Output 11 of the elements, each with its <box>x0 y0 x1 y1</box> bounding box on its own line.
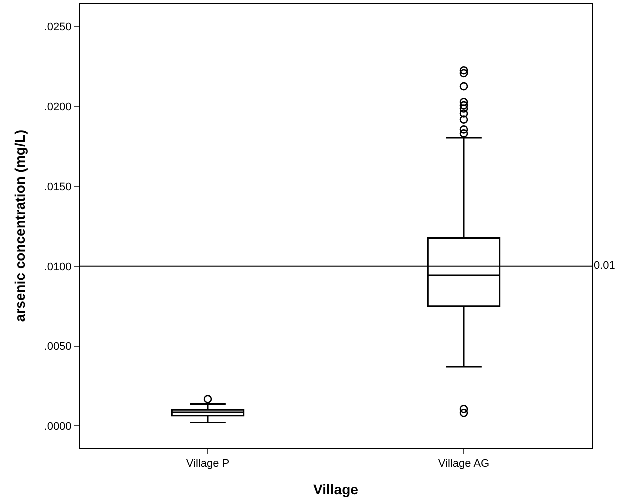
x-axis-title: Village <box>314 482 359 498</box>
y-tick-label: .0250 <box>44 22 72 34</box>
y-tick-label: .0000 <box>44 420 72 433</box>
y-tick-label: .0050 <box>44 341 72 354</box>
y-tick-label: .0200 <box>44 102 72 114</box>
ref-line-label: 0.01 <box>594 260 616 272</box>
y-axis-title: arsenic concentration (mg/L) <box>12 130 28 322</box>
y-tick-label: .0100 <box>44 261 72 274</box>
x-tick-label: Village P <box>186 458 230 470</box>
y-tick-label: .0150 <box>44 181 72 194</box>
x-tick-label: Village AG <box>438 458 490 470</box>
